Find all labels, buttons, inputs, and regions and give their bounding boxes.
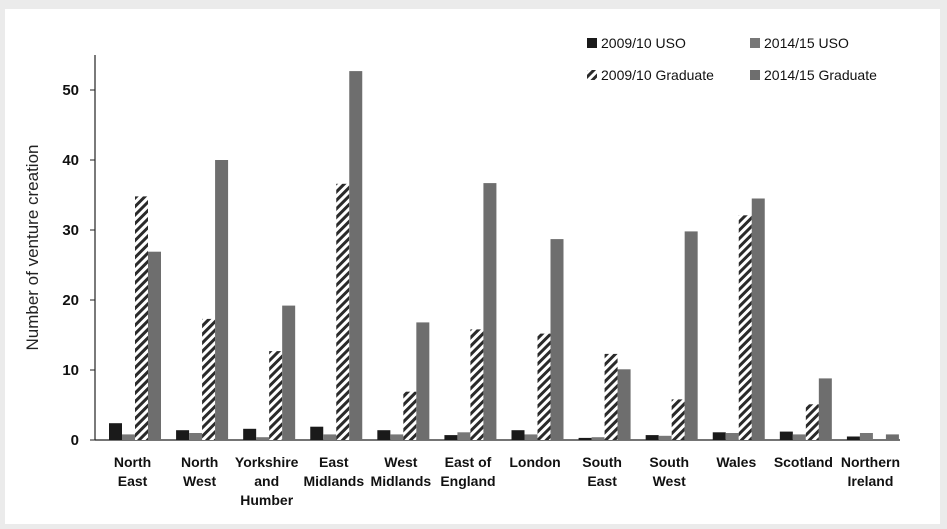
bar-2014-15-graduate bbox=[148, 251, 161, 440]
bar-2009-10-uso bbox=[109, 423, 122, 440]
bar-2014-15-graduate bbox=[617, 369, 631, 440]
x-tick-label: Yorkshire and Humber bbox=[235, 454, 299, 508]
y-tick-label: 10 bbox=[62, 362, 79, 379]
legend-label: 2014/15 USO bbox=[764, 35, 849, 51]
bar-2014-15-graduate bbox=[215, 160, 229, 440]
bar-2009-10-uso bbox=[310, 426, 324, 440]
y-tick-label: 0 bbox=[71, 432, 79, 449]
bar-2014-15-uso bbox=[859, 433, 873, 440]
bar-2009-10-uso bbox=[444, 435, 458, 440]
x-tick-label: South West bbox=[649, 454, 689, 489]
bar-2009-10-graduate bbox=[336, 183, 350, 441]
bar-2009-10-graduate bbox=[671, 399, 685, 440]
legend-swatch bbox=[750, 70, 760, 80]
bar-2014-15-uso bbox=[524, 434, 538, 440]
x-tick-label: Northern Ireland bbox=[841, 454, 900, 489]
y-tick-label: 50 bbox=[62, 82, 79, 99]
y-tick-label: 30 bbox=[62, 222, 79, 239]
x-tick-label: North East bbox=[114, 454, 151, 489]
x-tick-label: Wales bbox=[716, 454, 756, 470]
bar-2014-15-graduate bbox=[885, 434, 899, 440]
bar-2014-15-uso bbox=[122, 434, 135, 440]
bar-2009-10-graduate bbox=[269, 351, 283, 440]
bar-2014-15-uso bbox=[256, 437, 270, 440]
bar-2014-15-uso bbox=[658, 435, 672, 440]
bar-2009-10-graduate bbox=[604, 353, 618, 440]
bar-2009-10-uso bbox=[578, 437, 592, 440]
legend-swatch bbox=[587, 70, 597, 80]
bar-2014-15-uso bbox=[189, 433, 203, 440]
bar-2009-10-graduate bbox=[805, 404, 819, 440]
bar-2014-15-uso bbox=[725, 433, 739, 440]
bar-2014-15-uso bbox=[457, 432, 471, 440]
bar-2014-15-graduate bbox=[684, 231, 698, 440]
bar-2014-15-graduate bbox=[282, 305, 296, 440]
bar-2014-15-uso bbox=[390, 434, 404, 440]
bar-2009-10-uso bbox=[511, 430, 525, 440]
bar-2009-10-uso bbox=[176, 430, 190, 440]
bar-2009-10-uso bbox=[243, 428, 257, 440]
bar-2014-15-graduate bbox=[550, 239, 564, 440]
bar-2014-15-uso bbox=[591, 437, 605, 440]
bar-2014-15-graduate bbox=[818, 378, 832, 440]
legend-label: 2014/15 Graduate bbox=[764, 67, 877, 83]
bar-2009-10-graduate bbox=[470, 329, 484, 440]
legend-label: 2009/10 Graduate bbox=[601, 67, 714, 83]
bar-2014-15-graduate bbox=[751, 198, 765, 440]
y-tick-label: 40 bbox=[62, 152, 79, 169]
x-tick-label: West Midlands bbox=[371, 454, 432, 489]
x-tick-label: East Midlands bbox=[303, 454, 364, 489]
x-tick-label: London bbox=[509, 454, 560, 470]
bar-2009-10-graduate bbox=[135, 196, 148, 440]
legend-swatch bbox=[750, 38, 760, 48]
bar-2009-10-uso bbox=[846, 436, 860, 440]
y-tick-label: 20 bbox=[62, 292, 79, 309]
legend-label: 2009/10 USO bbox=[601, 35, 686, 51]
x-tick-label: East of England bbox=[440, 454, 495, 489]
bar-2014-15-graduate bbox=[483, 183, 497, 440]
bar-2014-15-uso bbox=[792, 434, 806, 440]
x-tick-label: South East bbox=[582, 454, 622, 489]
bar-2009-10-uso bbox=[779, 431, 793, 440]
bar-2009-10-graduate bbox=[537, 333, 551, 440]
bar-2014-15-uso bbox=[323, 434, 337, 440]
bar-2009-10-graduate bbox=[202, 318, 216, 440]
legend-swatch bbox=[587, 38, 597, 48]
bar-2014-15-graduate bbox=[349, 71, 363, 440]
bar-2009-10-uso bbox=[712, 432, 726, 440]
bar-2009-10-uso bbox=[377, 430, 391, 440]
x-tick-label: North West bbox=[181, 454, 218, 489]
bar-2014-15-graduate bbox=[416, 322, 430, 440]
bar-2009-10-uso bbox=[645, 435, 659, 440]
x-tick-label: Scotland bbox=[774, 454, 833, 470]
bar-2009-10-graduate bbox=[738, 215, 752, 440]
y-axis-title: Number of venture creation bbox=[23, 145, 42, 351]
bar-2009-10-graduate bbox=[403, 391, 417, 440]
